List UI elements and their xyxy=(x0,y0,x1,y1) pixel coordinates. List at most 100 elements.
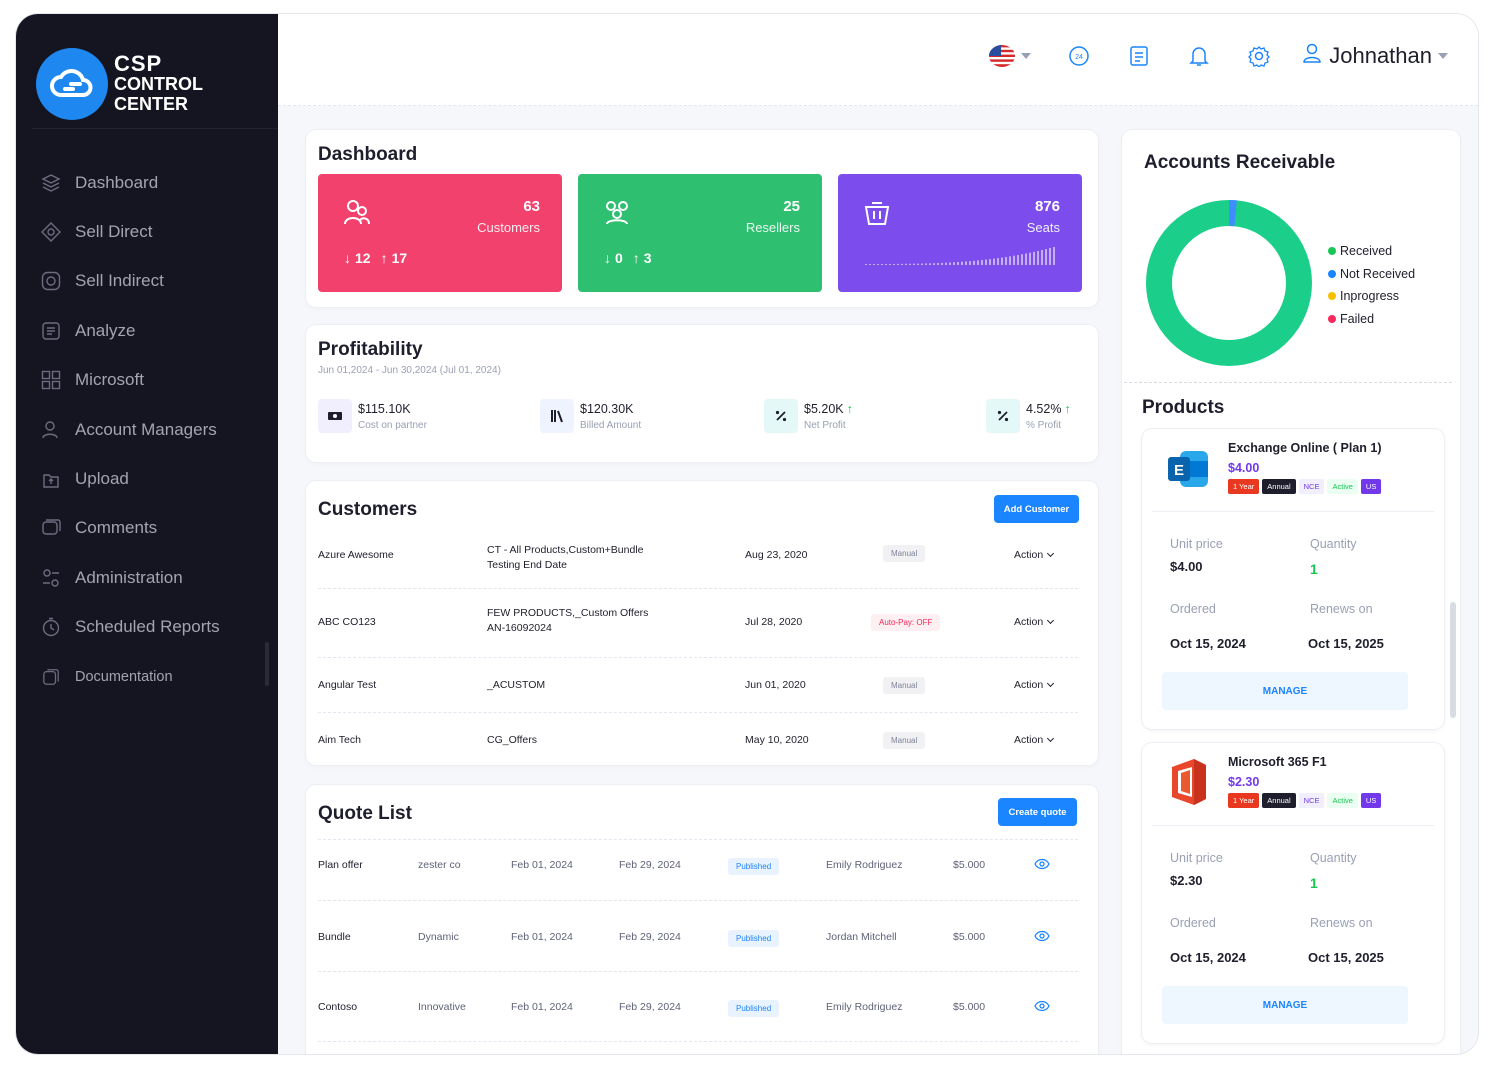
settings-gear-icon[interactable] xyxy=(1247,44,1271,68)
sidebar-item-sell-direct[interactable]: Sell Direct xyxy=(40,207,270,256)
unit-price-value: $4.00 xyxy=(1170,559,1203,574)
ordered-date: Oct 15, 2024 xyxy=(1170,950,1246,965)
quote-name: Bundle xyxy=(318,931,351,943)
divider xyxy=(318,657,1078,658)
divider xyxy=(1124,382,1452,383)
create-quote-button[interactable]: Create quote xyxy=(998,798,1077,826)
right-panel-scrollbar[interactable] xyxy=(1450,602,1456,718)
customer-date: Jun 01, 2020 xyxy=(745,679,806,691)
failed-dot xyxy=(1328,314,1336,323)
sidebar-item-dashboard[interactable]: Dashboard xyxy=(40,158,270,207)
dashboard-title: Dashboard xyxy=(318,144,418,165)
table-row[interactable]: ABC CO123 FEW PRODUCTS,_Custom Offers AN-… xyxy=(318,606,1078,646)
renews-label: Renews on xyxy=(1310,602,1373,616)
table-row[interactable]: Angular Test _ACUSTOM Jun 01, 2020 Manua… xyxy=(318,677,1078,705)
table-row[interactable]: Bundle Dynamic Feb 01, 2024 Feb 29, 2024… xyxy=(318,930,1078,947)
quantity-value: 1 xyxy=(1310,561,1318,577)
ordered-label: Ordered xyxy=(1170,916,1216,930)
quote-name: Plan offer xyxy=(318,859,363,871)
action-dropdown[interactable]: Action xyxy=(1014,549,1055,561)
divider xyxy=(1152,825,1434,826)
table-row[interactable]: Azure Awesome CT - All Products,Custom+B… xyxy=(318,543,1078,583)
divider xyxy=(1152,511,1434,512)
term-tag: 1 Year xyxy=(1228,793,1260,808)
view-eye-icon[interactable] xyxy=(1034,1000,1050,1015)
notification-bell-icon[interactable] xyxy=(1187,44,1211,68)
customers-card: Customers Add Customer Azure Awesome CT … xyxy=(306,481,1098,765)
support-24-icon[interactable]: 24 xyxy=(1067,44,1091,68)
sidebar: CSP CONTROL CENTER Dashboard Sell Direct… xyxy=(16,14,278,1054)
view-eye-icon[interactable] xyxy=(1034,930,1050,945)
customer-name: Aim Tech xyxy=(318,734,361,746)
sell-indirect-icon xyxy=(40,270,62,292)
sidebar-scrollbar[interactable] xyxy=(265,642,269,686)
sidebar-item-account-managers[interactable]: Account Managers xyxy=(40,405,270,454)
product-card: E Exchange Online ( Plan 1) $4.00 1 Year… xyxy=(1142,429,1444,729)
sidebar-item-sell-indirect[interactable]: Sell Indirect xyxy=(40,257,270,306)
divider xyxy=(318,1041,1078,1042)
ordered-label: Ordered xyxy=(1170,602,1216,616)
table-row[interactable]: Plan offer zester co Feb 01, 2024 Feb 29… xyxy=(318,858,1078,875)
cloud-logo-icon xyxy=(36,48,108,120)
seats-label: Seats xyxy=(1026,220,1060,235)
receivable-legend: Received Not Received Inprogress Failed xyxy=(1328,240,1415,330)
customers-stat[interactable]: 63 Customers ↓ 12 ↑ 17 xyxy=(318,174,562,292)
sidebar-item-upload[interactable]: Upload xyxy=(40,454,270,503)
status-badge: Published xyxy=(728,858,780,875)
user-menu[interactable]: Johnathan xyxy=(1301,42,1448,69)
quote-name: Contoso xyxy=(318,1001,358,1013)
view-eye-icon[interactable] xyxy=(1034,858,1050,873)
add-customer-button[interactable]: Add Customer xyxy=(994,495,1079,523)
seats-stat[interactable]: 876 Seats xyxy=(838,174,1082,292)
action-dropdown[interactable]: Action xyxy=(1014,734,1055,746)
svg-text:24: 24 xyxy=(1075,54,1083,61)
chevron-down-icon xyxy=(1047,616,1055,625)
sidebar-item-documentation[interactable]: Documentation xyxy=(40,652,270,701)
unit-price-value: $2.30 xyxy=(1170,873,1203,888)
manage-button[interactable]: MANAGE xyxy=(1162,672,1408,710)
quote-owner: Emily Rodriguez xyxy=(826,859,903,871)
app-name-line1: CSP xyxy=(114,51,163,76)
top-header: 24 Johnathan xyxy=(278,14,1478,106)
resellers-group-icon xyxy=(602,198,632,233)
received-slice xyxy=(1146,200,1312,366)
manage-button[interactable]: MANAGE xyxy=(1162,986,1408,1024)
sidebar-item-administration[interactable]: Administration xyxy=(40,553,270,602)
sidebar-item-microsoft[interactable]: Microsoft xyxy=(40,356,270,405)
table-row[interactable]: Contoso Innovative Feb 01, 2024 Feb 29, … xyxy=(318,1000,1078,1017)
customer-offer: CT - All Products,Custom+Bundle Testing E… xyxy=(487,543,644,573)
seats-basket-icon xyxy=(862,198,892,233)
accounts-receivable-title: Accounts Receivable xyxy=(1144,152,1336,173)
resellers-stat[interactable]: 25 Resellers ↓ 0 ↑ 3 xyxy=(578,174,822,292)
quote-amount: $5.000 xyxy=(953,931,986,943)
percent-icon xyxy=(764,399,798,433)
customer-offer: FEW PRODUCTS,_Custom Offers AN-16092024 xyxy=(487,606,648,636)
document-icon[interactable] xyxy=(1127,44,1151,68)
unit-price-label: Unit price xyxy=(1170,851,1223,865)
product-tags: 1 Year Annual NCE Active US xyxy=(1228,479,1382,494)
customer-date: Aug 23, 2020 xyxy=(745,549,808,561)
resellers-trend: ↓ 0 ↑ 3 xyxy=(604,250,652,266)
action-dropdown[interactable]: Action xyxy=(1014,616,1055,628)
quote-owner: Jordan Mitchell xyxy=(826,931,897,943)
sidebar-item-comments[interactable]: Comments xyxy=(40,504,270,553)
product-price: $4.00 xyxy=(1228,461,1260,475)
app-name-line2: CONTROL xyxy=(114,74,203,94)
quote-end-date: Feb 29, 2024 xyxy=(619,931,681,943)
table-row[interactable]: Aim Tech CG_Offers May 10, 2020 Manual A… xyxy=(318,732,1078,760)
divider xyxy=(318,839,1078,840)
received-dot xyxy=(1328,247,1336,256)
user-icon xyxy=(1301,42,1323,69)
term-tag: 1 Year xyxy=(1228,479,1260,494)
sidebar-item-analyze[interactable]: Analyze xyxy=(40,306,270,355)
language-selector[interactable] xyxy=(989,44,1032,67)
sidebar-item-label: Comments xyxy=(75,518,158,538)
billed-amount: $120.30K Billed Amount xyxy=(540,399,641,433)
customer-name: ABC CO123 xyxy=(318,616,376,628)
action-dropdown[interactable]: Action xyxy=(1014,679,1055,691)
inprogress-dot xyxy=(1328,292,1336,301)
percent-profit-value-wrap: 4.52% ↑ xyxy=(1026,402,1071,416)
app-logo[interactable]: CSP CONTROL CENTER xyxy=(36,48,203,120)
action-label: Action xyxy=(1014,679,1044,691)
sidebar-item-scheduled-reports[interactable]: Scheduled Reports xyxy=(40,603,270,652)
